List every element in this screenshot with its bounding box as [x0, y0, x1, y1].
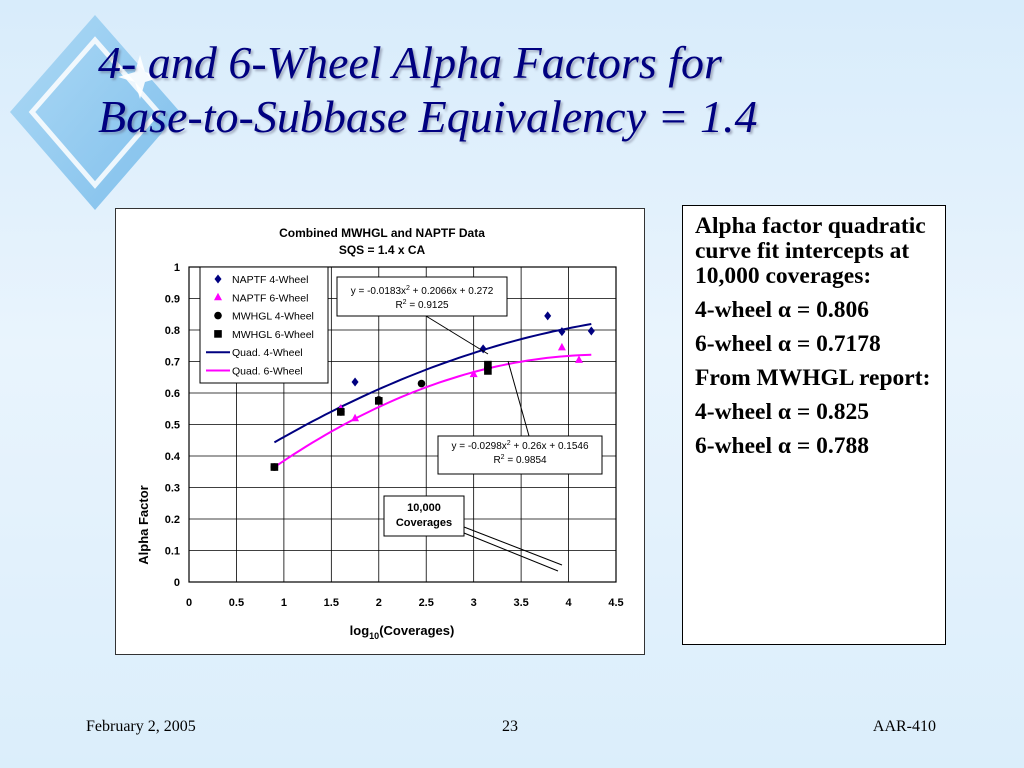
- data-point: [557, 342, 566, 351]
- svg-text:R2 = 0.9125: R2 = 0.9125: [395, 299, 449, 311]
- x-tick-label: 3: [471, 597, 477, 609]
- data-point: [479, 344, 487, 354]
- footer-document-id: AAR-410: [872, 718, 936, 735]
- info-fit-6wheel: 6-wheel α = 0.7178: [695, 331, 881, 357]
- info-report-6wheel: 6-wheel α = 0.788: [695, 433, 870, 459]
- plot-area: [188, 266, 617, 583]
- data-point: [574, 355, 583, 363]
- slide-title: 4- and 6-Wheel Alpha Factors for Base-to…: [98, 36, 998, 144]
- legend-label: Quad. 6-Wheel: [232, 366, 303, 378]
- y-tick-label: 0.7: [165, 357, 180, 369]
- svg-text:R2 = 0.9854: R2 = 0.9854: [493, 454, 547, 466]
- chart-subtitle: SQS = 1.4 x CA: [339, 243, 426, 257]
- legend-swatch: [214, 274, 222, 284]
- legend-label: Quad. 4-Wheel: [232, 347, 303, 359]
- y-tick-label: 0.4: [165, 451, 181, 463]
- x-tick-label: 1.5: [324, 597, 339, 609]
- info-intro: Alpha factor quadratic curve fit interce…: [695, 213, 926, 289]
- svg-text:y = -0.0183x2 + 0.2066x + 0.27: y = -0.0183x2 + 0.2066x + 0.272: [351, 285, 494, 297]
- y-tick-label: 0.5: [165, 420, 180, 432]
- chart: Combined MWHGL and NAPTF Data SQS = 1.4 …: [136, 226, 624, 641]
- y-tick-label: 0.6: [165, 388, 180, 400]
- info-panel: Alpha factor quadratic curve fit interce…: [682, 205, 946, 645]
- data-point: [544, 311, 552, 321]
- y-tick-label: 0.2: [165, 514, 180, 526]
- chart-legend: NAPTF 4-Wheel NAPTF 6-Wheel MWHGL 4-Wheel M…: [199, 266, 329, 384]
- data-point: [270, 463, 279, 471]
- x-tick-label: 1: [281, 597, 287, 609]
- svg-text:10,000: 10,000: [407, 502, 441, 514]
- data-point: [484, 367, 492, 375]
- y-tick-label: 0.1: [165, 546, 180, 558]
- svg-text:Coverages: Coverages: [396, 517, 452, 529]
- annotation-4wheel-equation: y = -0.0183x2 + 0.2066x + 0.272 R2 = 0.9…: [336, 276, 508, 355]
- legend-swatch: [214, 330, 222, 338]
- annotation-6wheel-equation: y = -0.0298x2 + 0.26x + 0.1546 R2 = 0.98…: [437, 360, 603, 475]
- data-point: [351, 413, 360, 422]
- info-report-4wheel: 4-wheel α = 0.825: [695, 399, 870, 425]
- data-point: [558, 327, 566, 337]
- data-point: [374, 397, 383, 405]
- info-report-heading: From MWHGL report:: [695, 365, 931, 391]
- y-tick-label: 0.9: [165, 294, 180, 306]
- diamond-logo: [10, 15, 180, 210]
- title-line-1: 4- and 6-Wheel Alpha Factors for: [98, 37, 722, 88]
- series-line: [273, 353, 592, 469]
- data-point: [587, 326, 595, 336]
- legend-label: NAPTF 6-Wheel: [232, 292, 308, 304]
- y-tick-label: 0: [174, 577, 180, 589]
- data-point: [469, 369, 478, 378]
- y-tick-label: 0.8: [165, 325, 180, 337]
- y-axis-label: Alpha Factor: [136, 485, 151, 564]
- data-point: [484, 360, 492, 369]
- y-tick-label: 1: [174, 262, 180, 274]
- legend-label: NAPTF 4-Wheel: [232, 274, 308, 286]
- data-point: [351, 377, 359, 387]
- chart-panel: Combined MWHGL and NAPTF Data SQS = 1.4 …: [115, 208, 645, 655]
- x-tick-label: 2.5: [419, 597, 434, 609]
- footer-date: February 2, 2005: [86, 718, 196, 735]
- info-fit-4wheel: 4-wheel α = 0.806: [695, 297, 870, 323]
- data-point: [417, 379, 426, 388]
- title-line-2: Base-to-Subbase Equivalency = 1.4: [98, 91, 758, 142]
- x-tick-label: 4.5: [608, 597, 623, 609]
- legend-label: MWHGL 6-Wheel: [232, 329, 314, 341]
- x-axis-label: log10(Coverages): [350, 623, 455, 641]
- legend-label: MWHGL 4-Wheel: [232, 311, 314, 323]
- svg-text:y = -0.0298x2 + 0.26x + 0.1546: y = -0.0298x2 + 0.26x + 0.1546: [451, 440, 588, 452]
- x-tick-label: 2: [376, 597, 382, 609]
- y-tick-label: 0.3: [165, 483, 180, 495]
- chart-title: Combined MWHGL and NAPTF Data: [279, 226, 485, 240]
- x-tick-label: 0: [186, 597, 192, 609]
- legend-swatch: [214, 311, 222, 320]
- annotation-10000-coverages: 10,000 Coverages: [383, 495, 563, 572]
- footer-page-number: 23: [502, 718, 518, 735]
- series-line: [273, 323, 592, 444]
- x-tick-label: 4: [565, 597, 572, 609]
- x-tick-label: 3.5: [513, 597, 528, 609]
- legend-swatch: [214, 292, 222, 301]
- data-point: [337, 408, 345, 416]
- x-tick-label: 0.5: [229, 597, 244, 609]
